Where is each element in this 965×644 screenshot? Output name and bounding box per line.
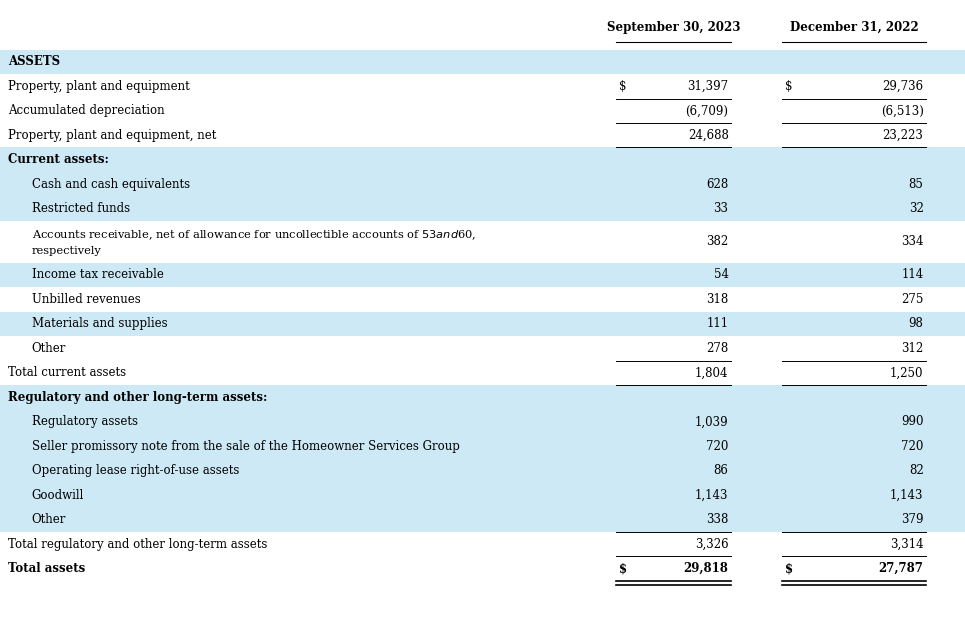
Text: $: $ (785, 562, 792, 575)
Text: 1,250: 1,250 (890, 366, 924, 379)
Text: Property, plant and equipment: Property, plant and equipment (8, 80, 189, 93)
Text: Regulatory assets: Regulatory assets (32, 415, 138, 428)
Text: 278: 278 (706, 342, 729, 355)
Text: Goodwill: Goodwill (32, 489, 84, 502)
Text: 86: 86 (714, 464, 729, 477)
Text: 628: 628 (706, 178, 729, 191)
Bar (0, 196, 965, 221)
Text: 31,397: 31,397 (687, 80, 729, 93)
Text: 1,143: 1,143 (695, 489, 729, 502)
Bar (0, 459, 965, 483)
Text: 111: 111 (706, 317, 729, 330)
Text: 3,314: 3,314 (890, 538, 924, 551)
Text: 379: 379 (901, 513, 924, 526)
Text: 98: 98 (909, 317, 924, 330)
Text: 85: 85 (909, 178, 924, 191)
Bar (0, 172, 965, 196)
Text: (6,709): (6,709) (685, 104, 729, 117)
Text: 23,223: 23,223 (883, 129, 924, 142)
Text: Current assets:: Current assets: (8, 153, 109, 166)
Text: 382: 382 (706, 235, 729, 249)
Text: 29,818: 29,818 (683, 562, 729, 575)
Text: Total current assets: Total current assets (8, 366, 125, 379)
Bar (0, 74, 965, 99)
Bar (0, 221, 965, 263)
Text: respectively: respectively (32, 246, 101, 256)
Text: 275: 275 (901, 293, 924, 306)
Text: 720: 720 (706, 440, 729, 453)
Text: 82: 82 (909, 464, 924, 477)
Text: 1,143: 1,143 (890, 489, 924, 502)
Bar (0, 50, 965, 74)
Text: $: $ (619, 562, 626, 575)
Text: Accounts receivable, net of allowance for uncollectible accounts of $53 and $60,: Accounts receivable, net of allowance fo… (32, 228, 476, 242)
Text: 334: 334 (901, 235, 924, 249)
Text: 1,039: 1,039 (695, 415, 729, 428)
Bar (0, 312, 965, 336)
Bar (0, 434, 965, 459)
Text: Cash and cash equivalents: Cash and cash equivalents (32, 178, 190, 191)
Text: September 30, 2023: September 30, 2023 (607, 21, 740, 34)
Text: 27,787: 27,787 (878, 562, 924, 575)
Text: ASSETS: ASSETS (8, 55, 60, 68)
Bar (0, 123, 965, 147)
Text: 114: 114 (901, 269, 924, 281)
Text: Regulatory and other long-term assets:: Regulatory and other long-term assets: (8, 391, 267, 404)
Bar (0, 507, 965, 532)
Bar (0, 147, 965, 172)
Text: 54: 54 (713, 269, 729, 281)
Text: Income tax receivable: Income tax receivable (32, 269, 164, 281)
Bar (0, 385, 965, 410)
Bar (0, 532, 965, 556)
Text: $: $ (785, 80, 792, 93)
Bar (0, 410, 965, 434)
Bar (0, 336, 965, 361)
Text: 3,326: 3,326 (695, 538, 729, 551)
Bar (0, 99, 965, 123)
Text: Seller promissory note from the sale of the Homeowner Services Group: Seller promissory note from the sale of … (32, 440, 459, 453)
Text: 990: 990 (901, 415, 924, 428)
Text: Other: Other (32, 513, 67, 526)
Text: 318: 318 (706, 293, 729, 306)
Text: 312: 312 (901, 342, 924, 355)
Text: (6,513): (6,513) (881, 104, 924, 117)
Text: $: $ (619, 80, 626, 93)
Text: Unbilled revenues: Unbilled revenues (32, 293, 141, 306)
Text: 32: 32 (909, 202, 924, 215)
Text: Restricted funds: Restricted funds (32, 202, 130, 215)
Text: Total assets: Total assets (8, 562, 85, 575)
Bar (0, 556, 965, 581)
Bar (0, 263, 965, 287)
Text: Materials and supplies: Materials and supplies (32, 317, 168, 330)
Text: Total regulatory and other long-term assets: Total regulatory and other long-term ass… (8, 538, 267, 551)
Text: Accumulated depreciation: Accumulated depreciation (8, 104, 164, 117)
Bar (0, 483, 965, 507)
Text: Property, plant and equipment, net: Property, plant and equipment, net (8, 129, 216, 142)
Bar (0, 361, 965, 385)
Text: 29,736: 29,736 (882, 80, 924, 93)
Text: Other: Other (32, 342, 67, 355)
Bar (0, 287, 965, 312)
Text: Operating lease right-of-use assets: Operating lease right-of-use assets (32, 464, 239, 477)
Text: 720: 720 (901, 440, 924, 453)
Text: 338: 338 (706, 513, 729, 526)
Text: December 31, 2022: December 31, 2022 (789, 21, 919, 34)
Text: 33: 33 (713, 202, 729, 215)
Text: 24,688: 24,688 (688, 129, 729, 142)
Text: 1,804: 1,804 (695, 366, 729, 379)
